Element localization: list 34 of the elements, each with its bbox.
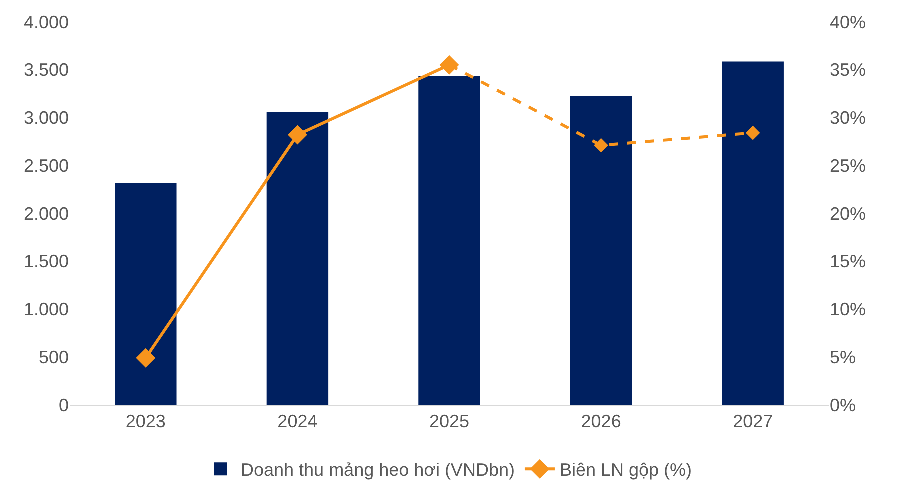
bar xyxy=(266,112,329,405)
y2-tick-label: 25% xyxy=(830,156,866,176)
y2-tick-label: 10% xyxy=(830,300,866,320)
legend-label: Biên LN gộp (%) xyxy=(560,460,692,480)
x-tick-label: 2023 xyxy=(126,412,166,432)
y-tick-label: 3.000 xyxy=(24,108,69,128)
point xyxy=(288,125,308,145)
x-tick-label: 2026 xyxy=(581,412,622,432)
bar xyxy=(115,183,177,405)
y2-tick-label: 15% xyxy=(830,252,866,272)
y-tick-label: 3.500 xyxy=(24,60,69,80)
legend-label: Doanh thu mảng heo hơi (VNDbn) xyxy=(241,460,515,480)
y-tick-label: 2.000 xyxy=(24,204,69,224)
y-tick-label: 1.500 xyxy=(24,252,69,272)
bar xyxy=(570,96,632,405)
y-tick-label: 0 xyxy=(58,395,69,416)
y2-tick-label: 40% xyxy=(830,12,866,32)
x-tick-label: 2025 xyxy=(429,412,470,432)
y-tick-label: 4.000 xyxy=(24,12,69,32)
y-tick-label: 2.500 xyxy=(24,156,69,176)
bar xyxy=(722,62,784,405)
y-tick-label: 500 xyxy=(38,347,69,368)
point xyxy=(136,348,156,368)
point xyxy=(594,138,608,153)
y2-tick-label: 0% xyxy=(830,395,856,416)
y2-tick-label: 30% xyxy=(830,108,866,128)
y2-tick-label: 20% xyxy=(830,204,866,224)
y2-tick-label: 35% xyxy=(830,60,866,80)
bar xyxy=(418,76,480,405)
x-tick-label: 2024 xyxy=(278,412,318,432)
point xyxy=(746,126,760,140)
y2-tick-label: 5% xyxy=(830,347,856,368)
x-tick-label: 2027 xyxy=(733,412,774,432)
y-tick-label: 1.000 xyxy=(24,300,69,320)
